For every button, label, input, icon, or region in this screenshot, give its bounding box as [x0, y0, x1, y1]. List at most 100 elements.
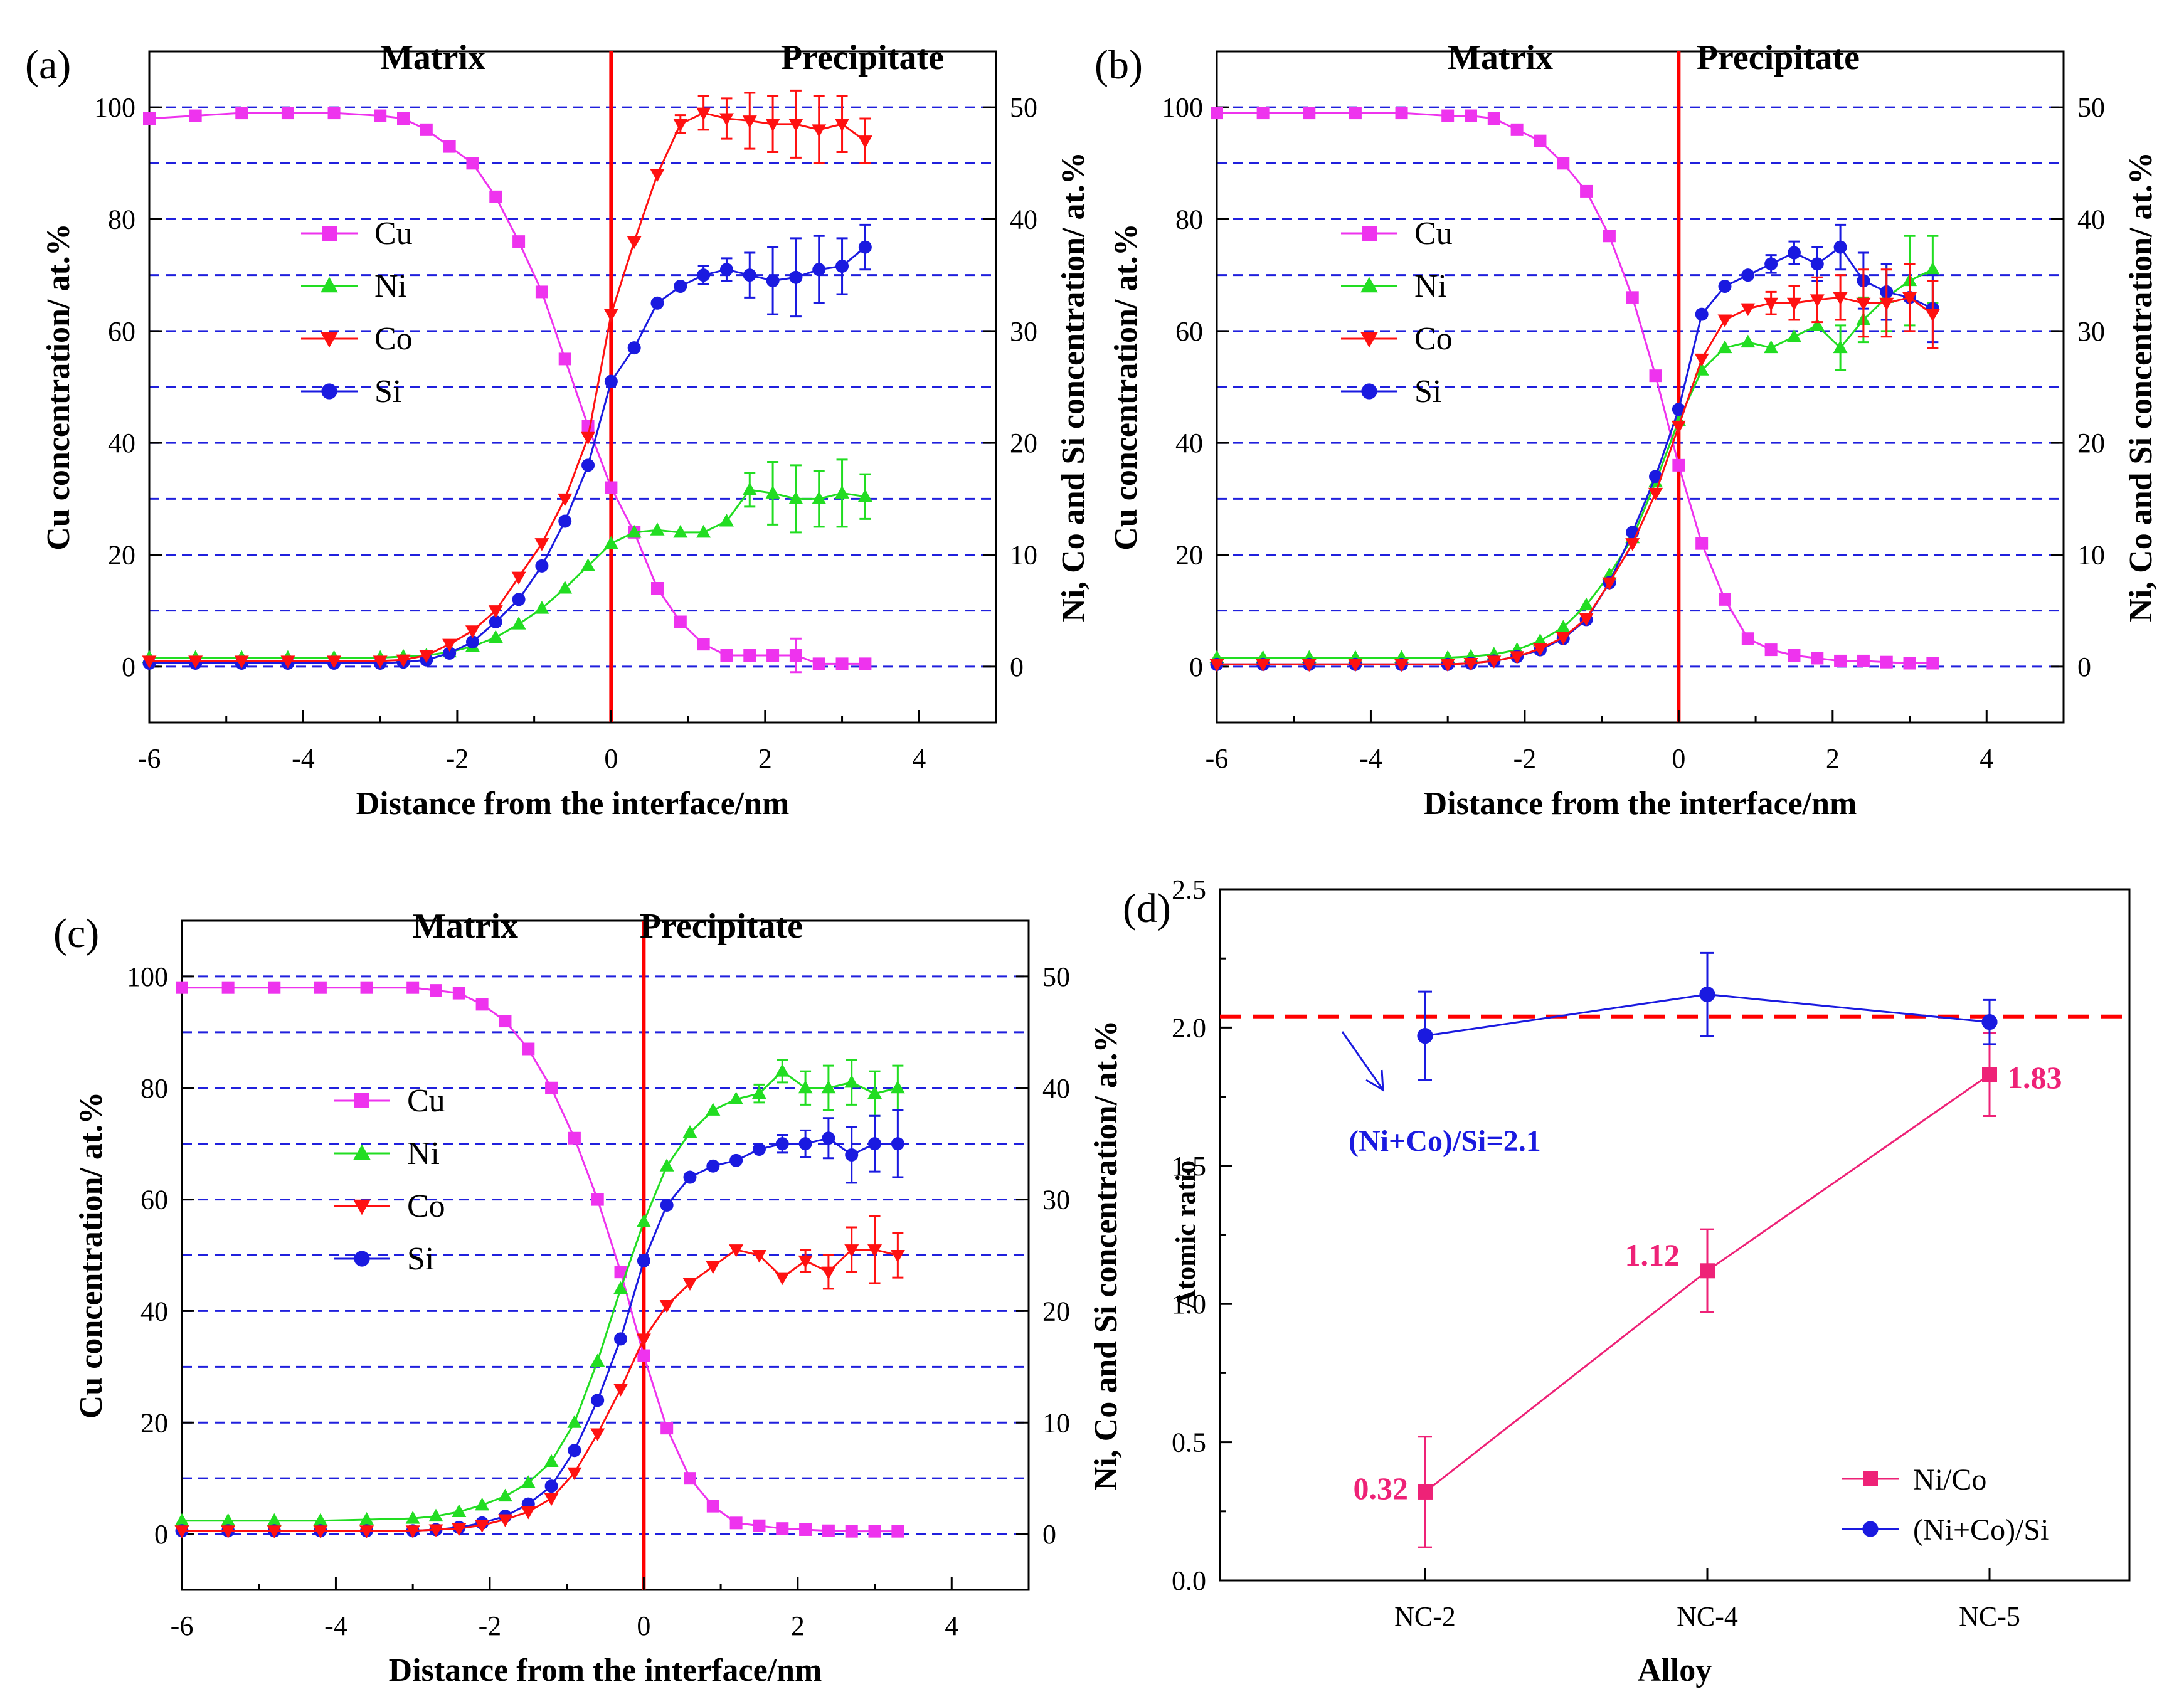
data-point	[1649, 470, 1663, 484]
x-axis-label: Alloy	[1638, 1653, 1712, 1688]
data-point	[812, 491, 827, 504]
y-tick-label: 1.5	[1172, 1151, 1206, 1182]
data-point	[720, 649, 733, 662]
y-axis-label: Cu concentration/ at.%	[41, 223, 77, 550]
data-point	[812, 124, 827, 137]
data-point	[374, 109, 387, 122]
data-point	[729, 1516, 743, 1530]
x-tick-label: 0	[637, 1611, 650, 1641]
data-point	[1579, 597, 1594, 611]
legend-label: (Ni+Co)/Si	[1913, 1513, 2049, 1547]
data-point	[719, 514, 734, 527]
y-tick-label: 20	[1175, 540, 1203, 571]
plot-frame	[181, 919, 1030, 1591]
data-point	[1394, 659, 1409, 672]
data-point	[1625, 538, 1640, 551]
data-point	[636, 1214, 651, 1227]
series-ni	[174, 1059, 905, 1527]
data-point	[581, 558, 596, 571]
data-point	[706, 1261, 721, 1274]
legend: Cu Ni Co Si	[334, 1083, 445, 1277]
data-point	[522, 1042, 535, 1056]
data-label: 0.32	[1354, 1471, 1409, 1506]
data-point	[221, 1513, 236, 1527]
data-point	[603, 309, 618, 322]
y2-tick-label: 40	[2077, 204, 2105, 235]
y-tick-label: 80	[140, 1073, 168, 1104]
data-point	[812, 263, 826, 277]
x-tick-label: -6	[171, 1611, 194, 1641]
x-tick-label: 4	[1980, 743, 1993, 774]
data-point	[497, 1488, 512, 1502]
data-point	[868, 1137, 882, 1151]
data-point	[499, 1015, 512, 1028]
y-tick-label: 80	[108, 204, 135, 235]
data-point	[1256, 659, 1271, 672]
data-point	[845, 1525, 858, 1538]
series-line	[182, 1248, 898, 1532]
x-tick-label: -6	[1206, 743, 1229, 774]
y-tick-label: 0	[1189, 652, 1203, 682]
data-point	[568, 1444, 581, 1458]
x-tick-label: 2	[758, 743, 772, 774]
data-point	[684, 1472, 696, 1485]
data-point	[1833, 240, 1847, 254]
x-tick-label: -4	[324, 1611, 347, 1641]
data-point	[844, 1244, 859, 1257]
data-point	[742, 115, 757, 129]
series-cu	[143, 107, 872, 674]
legend-marker	[321, 383, 337, 400]
data-label: 1.12	[1625, 1237, 1680, 1273]
data-point	[359, 1511, 374, 1525]
x-tick-label: 0	[1672, 743, 1685, 774]
data-point	[174, 1525, 189, 1538]
data-point	[1764, 643, 1778, 657]
y-tick-label: 0.0	[1172, 1565, 1206, 1596]
data-point	[1786, 297, 1801, 311]
region-label-matrix: Matrix	[380, 38, 485, 77]
data-point	[1982, 1067, 1997, 1082]
data-point	[1395, 107, 1408, 120]
data-point	[1487, 112, 1500, 125]
y2-tick-label: 50	[1010, 92, 1037, 123]
data-point	[1741, 268, 1755, 282]
data-point	[605, 481, 618, 494]
data-point	[521, 1475, 536, 1488]
data-point	[327, 655, 342, 669]
data-point	[590, 1428, 605, 1442]
y2-tick-label: 0	[1010, 652, 1024, 682]
series-si	[142, 223, 872, 670]
x-axis-label: Distance from the interface/nm	[1424, 786, 1857, 822]
legend-label: Cu	[1414, 216, 1453, 251]
data-point	[1510, 123, 1524, 136]
data-point	[858, 240, 872, 254]
data-point	[682, 1125, 697, 1138]
x-tick-label: -2	[446, 743, 469, 774]
data-point	[751, 1086, 766, 1099]
y2-axis-label: Ni, Co and Si concentration/ at.%	[1056, 152, 1091, 622]
data-point	[234, 655, 249, 669]
x-tick-label: NC-5	[1959, 1601, 2020, 1632]
data-point	[1465, 109, 1477, 122]
data-point	[1925, 262, 1940, 275]
legend-marker	[1863, 1471, 1878, 1486]
data-point	[174, 1513, 189, 1527]
data-point	[466, 157, 479, 170]
data-point	[405, 1511, 420, 1524]
data-point	[753, 1519, 766, 1532]
data-point	[812, 657, 825, 670]
y-tick-label: 60	[1175, 316, 1203, 347]
data-point	[1626, 291, 1639, 304]
region-label-precipitate: Precipitate	[1697, 38, 1860, 77]
x-tick-label: -2	[479, 1611, 502, 1641]
data-point	[313, 1513, 328, 1527]
data-point	[788, 491, 803, 504]
data-point	[729, 1153, 743, 1167]
data-point	[729, 1091, 744, 1105]
data-point	[1556, 632, 1571, 645]
x-axis-label: Distance from the interface/nm	[356, 786, 790, 822]
data-point	[1879, 297, 1894, 311]
legend-marker	[321, 277, 338, 293]
legend-marker	[1862, 1521, 1879, 1537]
x-tick-label: 0	[604, 743, 618, 774]
